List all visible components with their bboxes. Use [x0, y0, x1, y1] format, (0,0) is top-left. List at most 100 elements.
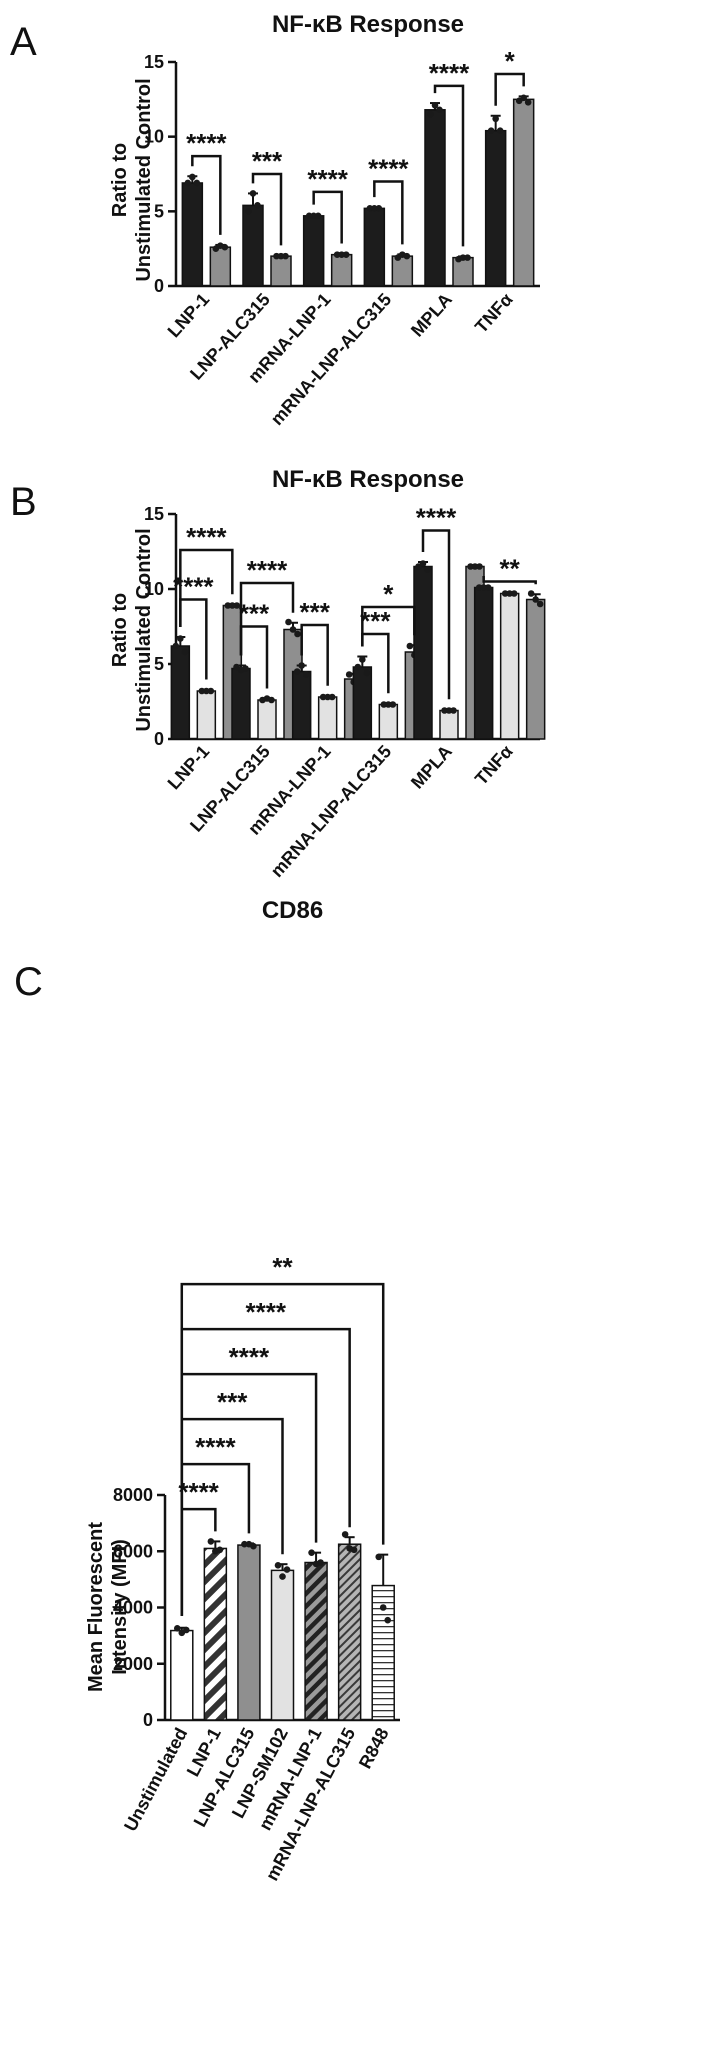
- panel-a: A NF-κB Response Ratio to Unstimulated Cont…: [10, 11, 540, 429]
- data-point: [298, 662, 305, 669]
- panel-letter: C: [14, 960, 43, 1004]
- data-point: [207, 687, 215, 695]
- significance-label: **: [272, 1252, 293, 1282]
- significance-label: ****: [416, 503, 457, 533]
- data-point: [233, 602, 241, 609]
- panel-b: B NF-κB Response Ratio to Unstimulated Cont…: [10, 466, 546, 881]
- data-point: [524, 99, 532, 106]
- bar: [170, 1629, 194, 1721]
- y-axis-label-line: Unstimulated Control: [133, 528, 155, 731]
- x-category-label: MPLA: [407, 741, 456, 792]
- bar: [499, 592, 520, 740]
- data-point: [279, 1573, 286, 1580]
- significance-bracket: [433, 84, 465, 247]
- y-axis-label-line: Unstimulated Control: [133, 78, 155, 281]
- data-point: [379, 1604, 387, 1611]
- bar: [424, 109, 446, 287]
- significance-label: ****: [173, 572, 214, 602]
- data-point: [359, 656, 366, 663]
- data-point: [184, 179, 192, 187]
- data-point: [314, 212, 322, 220]
- significance-bracket: [373, 180, 404, 245]
- data-point: [436, 106, 443, 114]
- significance-label: ****: [178, 1477, 219, 1507]
- data-point: [274, 1562, 282, 1569]
- x-category-label: MPLA: [407, 289, 456, 340]
- x-category-label: mRNA-LNP-ALC315: [267, 289, 396, 429]
- bar: [291, 670, 312, 740]
- bar: [270, 255, 292, 287]
- data-point: [427, 110, 434, 118]
- y-tick-label: 4000: [113, 1598, 153, 1618]
- x-category-label: mRNA-LNP-ALC315: [267, 741, 396, 881]
- data-point: [182, 1626, 190, 1634]
- significance-label: *: [505, 46, 516, 76]
- bar: [317, 696, 338, 740]
- chart-title: NF-κB Response: [272, 11, 464, 38]
- data-point: [464, 254, 471, 261]
- data-point: [254, 202, 261, 209]
- data-point: [476, 563, 483, 570]
- data-point: [308, 1549, 315, 1556]
- y-tick-label: 0: [154, 729, 164, 749]
- y-tick-label: 10: [144, 127, 164, 147]
- bar: [231, 667, 251, 740]
- y-axis-label-line: Intensity (MFI): [109, 1539, 131, 1675]
- x-category-label: Unstimulated: [120, 1724, 191, 1834]
- significance-bracket: [361, 632, 390, 694]
- y-tick-label: 2000: [113, 1654, 153, 1674]
- data-point: [173, 1625, 181, 1632]
- data-point: [487, 127, 495, 134]
- significance-bracket: [421, 529, 451, 700]
- bar: [302, 215, 325, 287]
- data-point: [328, 693, 336, 701]
- y-axis-label: Ratio to Unstimulated Control: [109, 78, 155, 281]
- bar: [413, 565, 433, 740]
- significance-label: ****: [245, 1297, 286, 1327]
- data-point: [289, 626, 297, 633]
- bar: [337, 1543, 362, 1721]
- data-point: [221, 243, 229, 251]
- data-point: [496, 127, 504, 134]
- significance-bracket: [312, 190, 343, 244]
- significance-label: **: [500, 554, 521, 584]
- significance-label: ****: [229, 1342, 270, 1372]
- bar: [439, 709, 459, 740]
- significance-label: *: [383, 579, 394, 609]
- significance-bracket: [191, 154, 222, 235]
- x-category-label: TNFα: [471, 741, 517, 789]
- data-point: [363, 669, 371, 677]
- significance-label: ***: [299, 597, 330, 627]
- data-point: [268, 696, 275, 704]
- data-point: [285, 618, 292, 626]
- bar: [181, 182, 204, 287]
- x-category-label: LNP-1: [164, 741, 214, 793]
- data-point: [282, 252, 289, 260]
- data-point: [249, 190, 257, 197]
- data-point: [317, 1559, 324, 1566]
- bar: [352, 666, 373, 740]
- data-point: [375, 205, 383, 212]
- data-point: [510, 590, 518, 597]
- significance-bracket: [361, 605, 416, 647]
- bar: [484, 129, 507, 287]
- data-point: [177, 635, 184, 642]
- bar: [525, 598, 546, 740]
- panel-letter: B: [10, 480, 37, 524]
- data-point: [341, 1531, 349, 1538]
- significance-label: ****: [195, 1432, 236, 1462]
- data-point: [403, 252, 411, 260]
- bar: [196, 690, 217, 740]
- data-point: [389, 701, 397, 708]
- chart-title: NF-κB Response: [272, 466, 464, 493]
- significance-bracket: [180, 1282, 385, 1616]
- data-point: [293, 668, 301, 675]
- x-category-label: TNFα: [471, 289, 517, 337]
- y-axis-label-line: Mean Fluorescent: [85, 1522, 107, 1692]
- data-point: [350, 1546, 358, 1554]
- data-point: [216, 1546, 224, 1554]
- bar: [170, 645, 191, 740]
- significance-bracket: [251, 172, 283, 246]
- data-point: [484, 584, 492, 591]
